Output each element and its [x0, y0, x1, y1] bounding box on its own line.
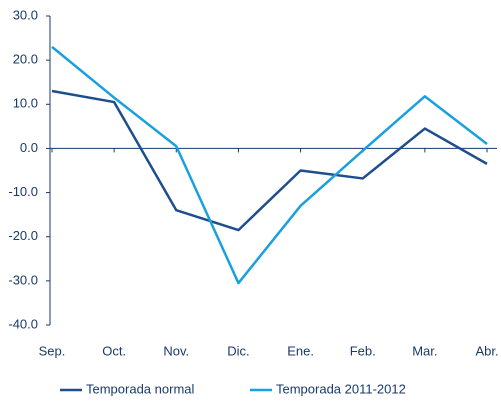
x-tick-label: Oct. [102, 343, 126, 358]
y-tick-label: -10.0 [8, 184, 38, 199]
x-tick-label: Dic. [227, 343, 249, 358]
legend-label: Temporada normal [86, 381, 194, 396]
x-tick-label: Sep. [39, 343, 66, 358]
y-tick-label: 0.0 [20, 140, 38, 155]
x-tick-label: Feb. [350, 343, 376, 358]
x-tick-label: Mar. [412, 343, 437, 358]
series-line [51, 45, 488, 285]
y-tick-label: -20.0 [8, 228, 38, 243]
x-tick-label: Ene. [287, 343, 314, 358]
y-tick-label: 30.0 [13, 7, 38, 22]
legend-label: Temporada 2011-2012 [276, 381, 406, 396]
x-tick-label: Abr. [475, 343, 498, 358]
series-line [51, 89, 488, 232]
y-tick-label: 10.0 [13, 96, 38, 111]
y-tick-label: -40.0 [8, 316, 38, 331]
y-tick-label: -30.0 [8, 272, 38, 287]
y-tick-label: 20.0 [13, 52, 38, 67]
x-tick-label: Nov. [163, 343, 189, 358]
